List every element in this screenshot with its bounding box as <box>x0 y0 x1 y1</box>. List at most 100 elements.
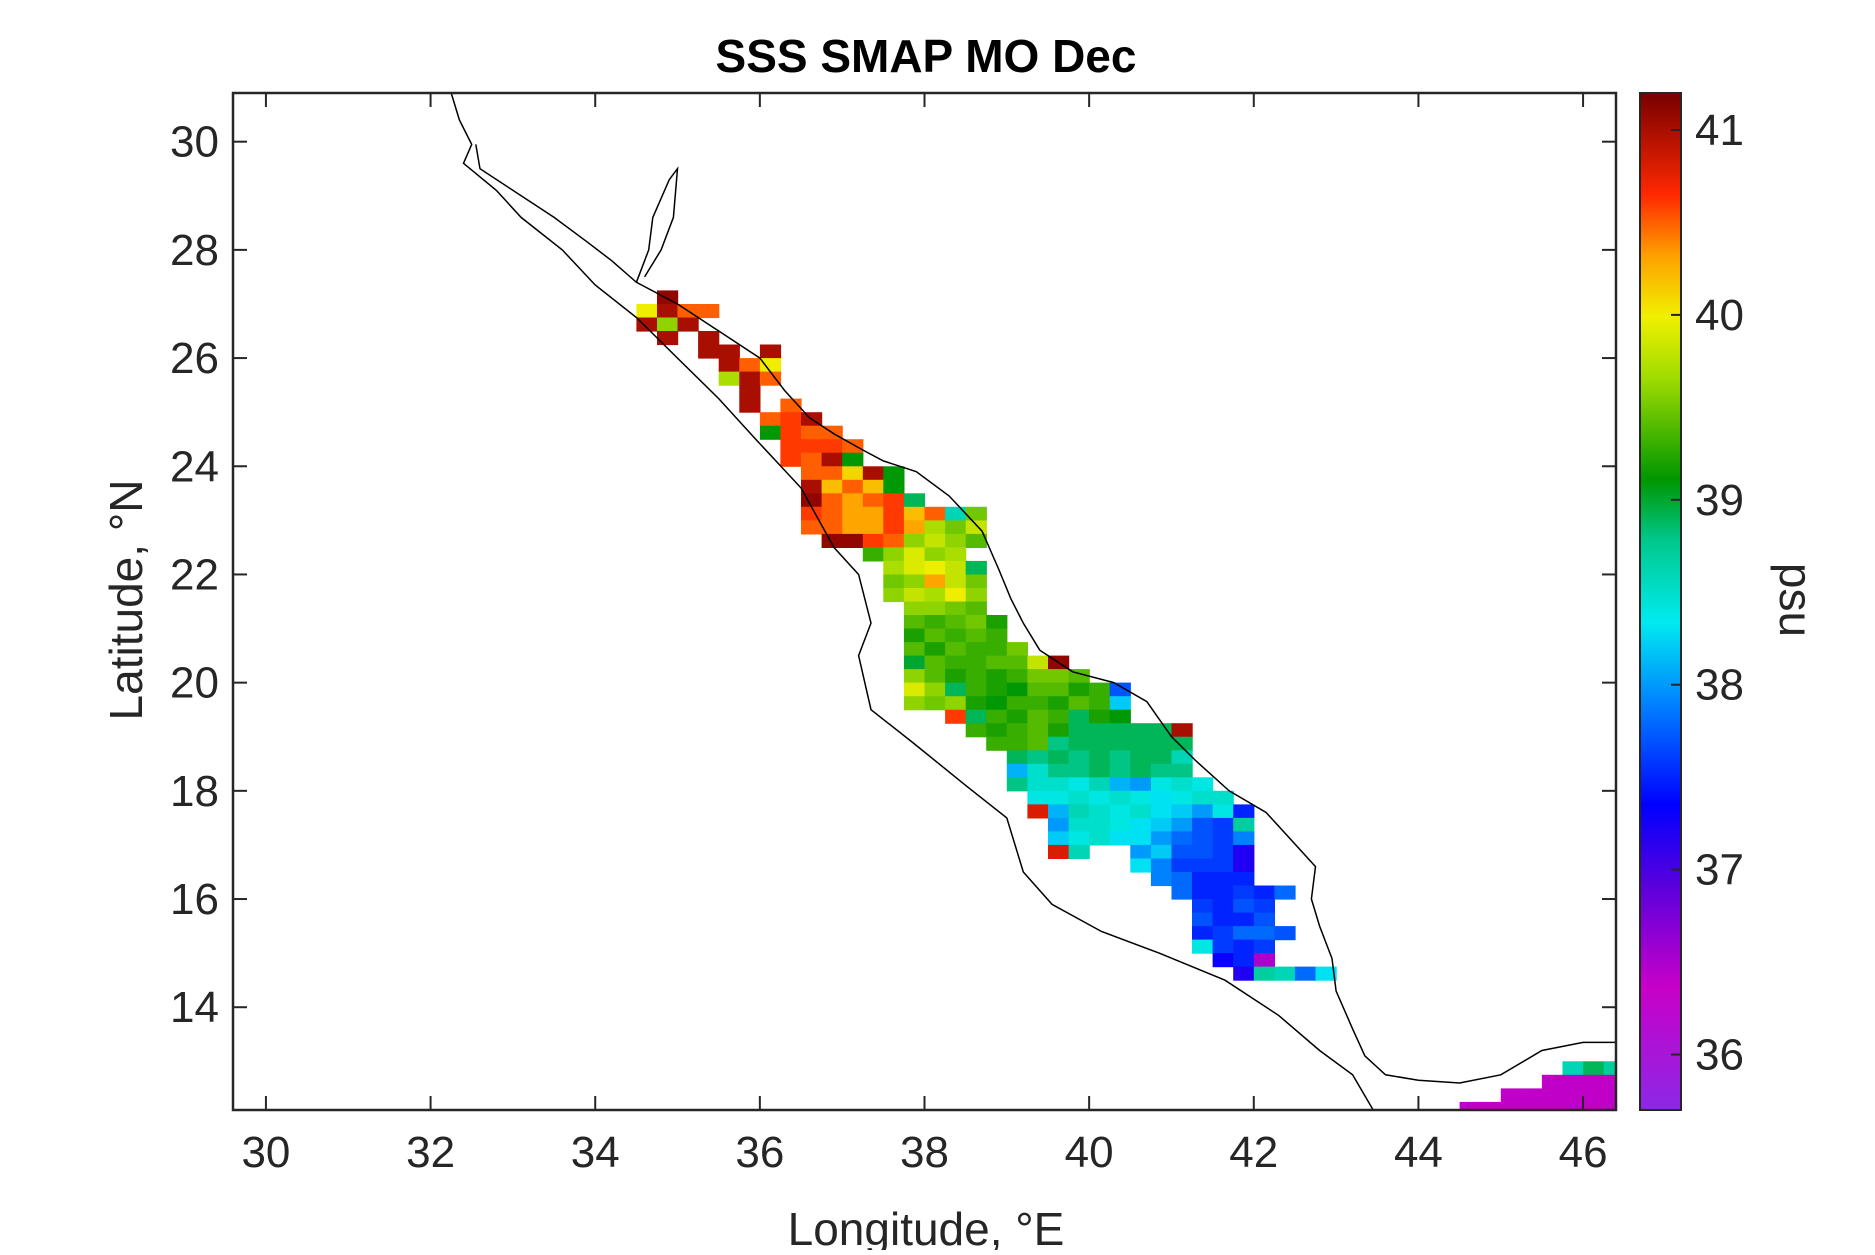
salinity-cell <box>1006 655 1028 670</box>
salinity-cell <box>986 669 1008 684</box>
salinity-cell <box>1068 844 1090 859</box>
coastline-west <box>450 93 1374 1110</box>
salinity-cell <box>924 655 946 670</box>
salinity-cell <box>965 601 987 616</box>
y-tick-label: 24 <box>170 442 219 491</box>
salinity-cell <box>1068 709 1090 724</box>
salinity-cell <box>1192 817 1214 832</box>
salinity-cell <box>1109 790 1131 805</box>
x-axis-ticks: 30 32 34 36 38 40 42 44 46 <box>241 93 1608 1177</box>
salinity-cell <box>1212 885 1234 900</box>
salinity-cell <box>1048 750 1070 765</box>
salinity-cell <box>986 628 1008 643</box>
salinity-cell <box>1541 1101 1564 1110</box>
salinity-cell <box>842 506 864 521</box>
salinity-cell <box>1233 939 1255 954</box>
salinity-cell <box>903 601 926 616</box>
salinity-cell <box>1233 844 1255 859</box>
salinity-cell <box>1130 790 1152 805</box>
salinity-cell <box>903 588 926 603</box>
salinity-cell <box>1459 1101 1481 1110</box>
salinity-cell <box>1171 858 1193 873</box>
salinity-cell <box>903 533 926 548</box>
salinity-cell <box>924 669 946 684</box>
salinity-cell <box>1233 885 1255 900</box>
salinity-cell <box>1233 817 1255 832</box>
salinity-cell <box>842 533 864 548</box>
colorbar-tick-label: 39 <box>1695 476 1744 525</box>
salinity-cell <box>1048 682 1070 697</box>
salinity-cell <box>1068 682 1090 697</box>
salinity-cell <box>1089 763 1111 778</box>
colorbar-label: psu <box>1770 563 1822 637</box>
salinity-cell <box>945 601 967 616</box>
salinity-cell <box>1171 763 1193 778</box>
salinity-cell <box>1130 844 1152 859</box>
salinity-cell <box>1150 736 1173 751</box>
salinity-cell <box>1006 682 1028 697</box>
salinity-cell <box>1192 858 1214 873</box>
salinity-cell <box>1192 804 1214 819</box>
salinity-cell <box>1130 750 1152 765</box>
salinity-cell <box>1603 1088 1616 1103</box>
colorbar-tick-label: 41 <box>1695 106 1744 155</box>
x-tick-label: 34 <box>571 1128 620 1177</box>
salinity-cell <box>657 304 679 319</box>
colorbar-tick-label: 37 <box>1695 846 1744 895</box>
y-tick-label: 20 <box>170 659 219 708</box>
salinity-cell <box>1274 885 1296 900</box>
salinity-cell <box>1212 872 1234 887</box>
salinity-cell <box>1109 777 1131 792</box>
salinity-cell <box>1089 817 1111 832</box>
salinity-cell <box>1006 723 1028 738</box>
salinity-cell <box>965 642 987 657</box>
salinity-cell <box>883 466 905 481</box>
salinity-cell <box>1109 750 1131 765</box>
salinity-cell <box>718 344 740 359</box>
salinity-cell <box>821 479 843 494</box>
salinity-cell <box>801 452 823 467</box>
salinity-cell <box>1006 669 1028 684</box>
salinity-cell <box>718 371 740 386</box>
salinity-cell <box>1212 831 1234 846</box>
salinity-cell <box>780 425 802 440</box>
salinity-cell <box>1233 899 1255 914</box>
salinity-cell <box>1212 939 1234 954</box>
salinity-cell <box>1130 831 1152 846</box>
salinity-cell <box>1603 1061 1616 1076</box>
salinity-cell <box>1068 804 1090 819</box>
salinity-cell <box>1192 872 1214 887</box>
salinity-cell <box>1583 1074 1605 1089</box>
salinity-cell <box>1048 804 1070 819</box>
salinity-cell <box>903 506 926 521</box>
salinity-cell <box>945 560 967 575</box>
salinity-cell <box>1089 831 1111 846</box>
salinity-cell <box>883 574 905 589</box>
salinity-cell <box>1048 723 1070 738</box>
salinity-cell <box>1089 723 1111 738</box>
salinity-cell <box>1171 872 1193 887</box>
salinity-cell <box>945 533 967 548</box>
salinity-cell <box>1171 844 1193 859</box>
salinity-cell <box>1068 763 1090 778</box>
salinity-cell <box>945 682 967 697</box>
salinity-cell <box>1048 709 1070 724</box>
salinity-cell <box>862 506 884 521</box>
salinity-cell <box>1171 831 1193 846</box>
salinity-cell <box>1294 966 1317 981</box>
salinity-cell <box>862 466 884 481</box>
salinity-cell <box>1006 750 1028 765</box>
salinity-cell <box>801 493 823 508</box>
salinity-cell <box>1048 790 1070 805</box>
salinity-cell <box>657 331 679 346</box>
colorbar-gradient <box>1639 92 1682 1111</box>
salinity-cell <box>842 439 864 454</box>
salinity-cell <box>965 520 987 535</box>
salinity-cell <box>1603 1074 1616 1089</box>
salinity-cell <box>986 723 1008 738</box>
salinity-cell <box>862 479 884 494</box>
salinity-cell <box>698 304 720 319</box>
salinity-cell <box>1192 885 1214 900</box>
salinity-cell <box>1027 669 1049 684</box>
salinity-cell <box>1253 885 1275 900</box>
